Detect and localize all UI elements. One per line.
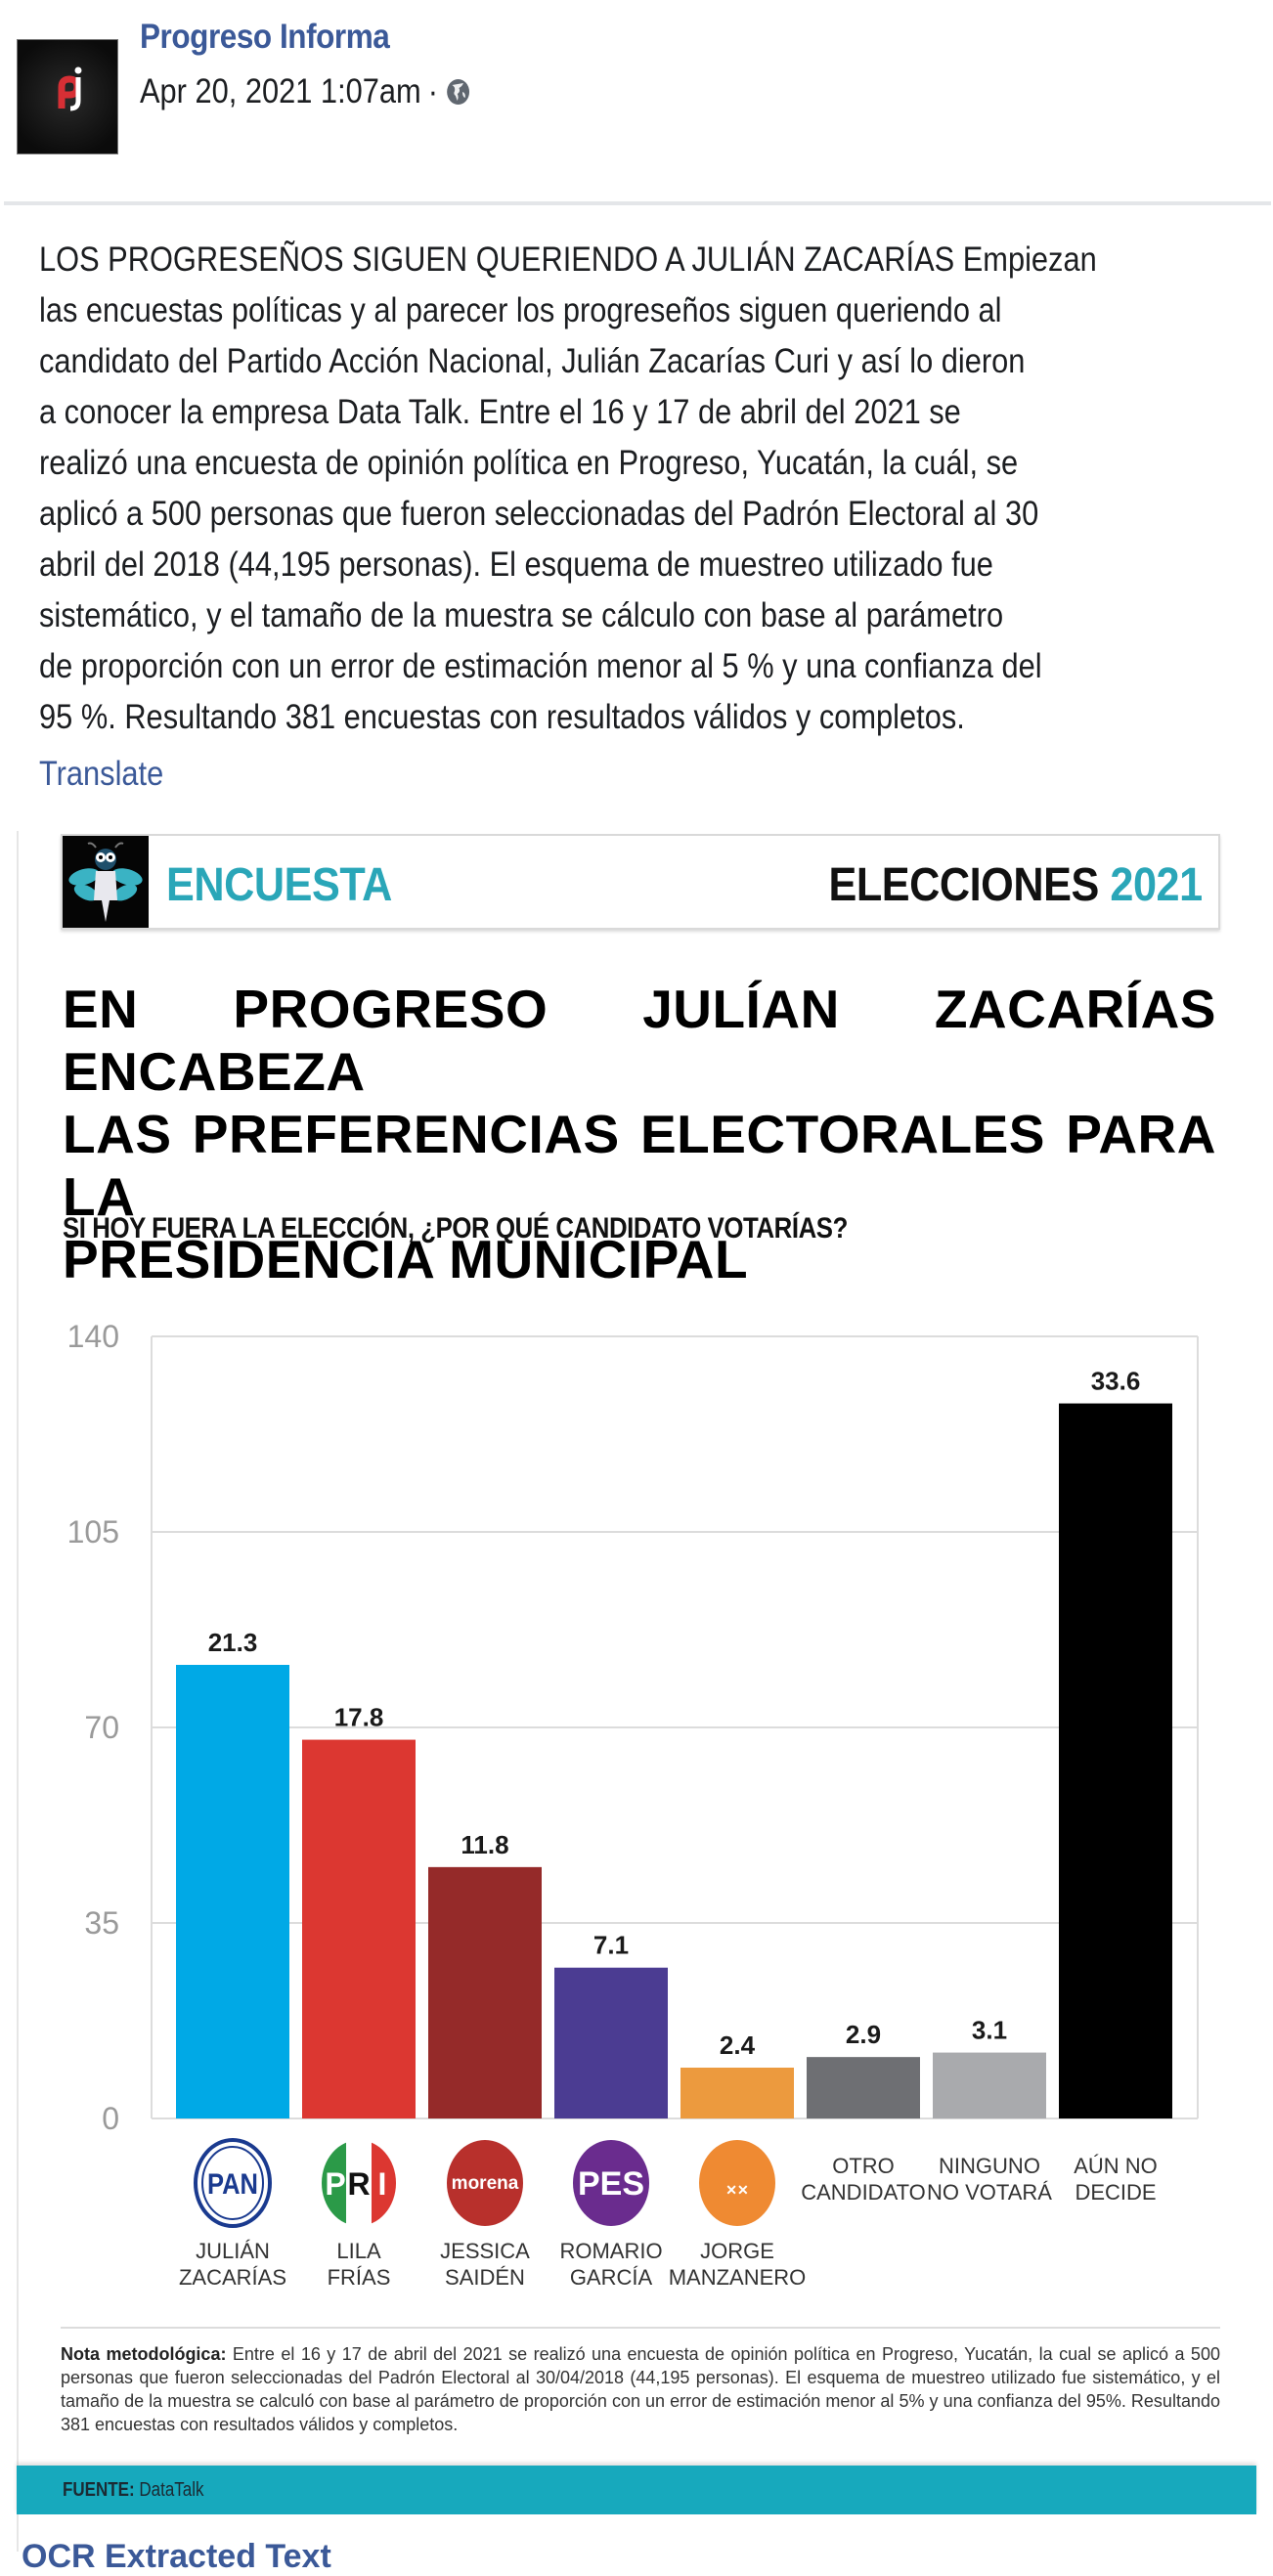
svg-text:PES: PES xyxy=(578,2165,644,2203)
x-category-label: JESSICA xyxy=(440,2239,530,2263)
meta-separator: · xyxy=(427,72,438,110)
x-category-label: AÚN NO xyxy=(1074,2154,1158,2178)
x-category-label: CANDIDATO xyxy=(801,2180,926,2205)
progreso-informa-logo-icon xyxy=(58,66,82,111)
x-category-label: GARCÍA xyxy=(570,2265,653,2290)
header-divider xyxy=(4,201,1271,205)
headline-line: LAS PREFERENCIAS ELECTORALES PARA LA xyxy=(63,1104,1216,1227)
post-text-line: 95 %. Resultando 381 encuestas con resul… xyxy=(39,698,965,736)
morena-logo-icon: morena xyxy=(447,2140,523,2226)
translate-link[interactable]: Translate xyxy=(39,755,164,793)
pes-logo-icon: PES xyxy=(573,2140,649,2226)
bar-7 xyxy=(1059,1403,1172,2118)
x-category-label: LILA xyxy=(336,2239,381,2263)
encuesta-label: ENCUESTA xyxy=(166,859,392,911)
post-timestamp[interactable]: Apr 20, 2021 1:07am xyxy=(140,72,421,110)
infographic-banner xyxy=(61,834,1220,930)
x-category-label: FRÍAS xyxy=(328,2265,391,2290)
headline-line: EN PROGRESO JULÍAN ZACARÍAS ENCABEZA xyxy=(63,979,1216,1102)
infographic-headline: EN PROGRESO JULÍAN ZACARÍAS ENCABEZA LAS… xyxy=(63,978,1216,1290)
survey-question: SI HOY FUERA LA ELECCIÓN, ¿POR QUÉ CANDI… xyxy=(63,1212,848,1244)
x-category-label: SAIDÉN xyxy=(445,2265,525,2290)
y-axis-ticks: 0 35 70 105 140 xyxy=(67,1319,119,2136)
source-footer-bar xyxy=(17,2466,1256,2514)
elecciones-year: 2021 xyxy=(1110,859,1204,911)
y-tick-label: 70 xyxy=(84,1710,119,1745)
post-text-line: LOS PROGRESEÑOS SIGUEN QUERIENDO A JULIÁ… xyxy=(39,240,1097,279)
elecciones-text: ELECCIONES xyxy=(828,859,1100,911)
y-tick-label: 35 xyxy=(84,1905,119,1941)
post-text-line: de proporción con un error de estimación… xyxy=(39,647,1042,685)
y-tick-label: 140 xyxy=(67,1319,119,1354)
svg-text:R: R xyxy=(347,2166,370,2202)
x-category-label: NINGUNO xyxy=(939,2154,1040,2178)
bar-3 xyxy=(554,1967,668,2118)
methodology-note: Nota metodológica: Entre el 16 y 17 de a… xyxy=(61,2342,1220,2436)
post-text-line: abril del 2018 (44,195 personas). El esq… xyxy=(39,546,993,584)
page-name-link[interactable]: Progreso Informa xyxy=(140,18,390,56)
dragonfly-icon xyxy=(63,836,149,928)
post-text-line: sistemático, y el tamaño de la muestra s… xyxy=(39,596,1004,634)
post-text-line: realizó una encuesta de opinión política… xyxy=(39,444,1019,482)
chart-bars xyxy=(176,1403,1172,2118)
data-label: 17.8 xyxy=(334,1703,384,1732)
post-body-text: LOS PROGRESEÑOS SIGUEN QUERIENDO A JULIÁ… xyxy=(39,235,1244,743)
bar-5 xyxy=(807,2057,920,2118)
page-avatar[interactable] xyxy=(17,39,118,154)
fuente-value: DataTalk xyxy=(139,2479,204,2501)
x-category-label: DECIDE xyxy=(1075,2180,1156,2205)
post-meta: Apr 20, 2021 1:07am · xyxy=(140,72,470,111)
data-label: 2.9 xyxy=(846,2020,881,2049)
post-text-line: aplicó a 500 personas que fueron selecci… xyxy=(39,495,1039,533)
mc-logo-icon: ✕✕ xyxy=(699,2140,775,2226)
x-category-label: ROMARIO xyxy=(559,2239,662,2263)
data-label: 21.3 xyxy=(208,1628,258,1657)
data-label: 33.6 xyxy=(1091,1367,1141,1396)
x-category-label: OTRO xyxy=(832,2154,895,2178)
bar-1 xyxy=(302,1739,416,2118)
fuente-label: FUENTE: xyxy=(63,2479,135,2501)
source-footer: FUENTE: DataTalk xyxy=(63,2479,204,2502)
post-text-line: a conocer la empresa Data Talk. Entre el… xyxy=(39,393,961,431)
svg-text:P: P xyxy=(325,2166,345,2202)
svg-text:morena: morena xyxy=(452,2173,519,2194)
x-category-label: JORGE xyxy=(700,2239,774,2263)
bar-2 xyxy=(428,1866,542,2118)
data-label: 3.1 xyxy=(972,2016,1007,2045)
chart-value-labels: 21.3 17.8 11.8 7.1 2.4 2.9 3.1 33.6 xyxy=(208,1367,1141,2060)
bar-6 xyxy=(933,2052,1046,2118)
pan-logo-icon: PAN xyxy=(194,2138,272,2228)
data-label: 11.8 xyxy=(461,1830,508,1859)
globe-icon xyxy=(446,79,469,105)
x-category-label: ZACARÍAS xyxy=(179,2265,286,2290)
nota-divider xyxy=(61,2327,1220,2329)
post-text-line: las encuestas políticas y al parecer los… xyxy=(39,291,1002,329)
bar-4 xyxy=(680,2068,794,2118)
nota-text: Entre el 16 y 17 de abril del 2021 se re… xyxy=(61,2344,1220,2434)
post-text-line: candidato del Partido Acción Nacional, J… xyxy=(39,342,1026,380)
y-tick-label: 105 xyxy=(67,1514,119,1550)
bar-chart: 0 35 70 105 140 21.3 17.8 11.8 7.1 2.4 2.9 3.1 33.6… xyxy=(67,1319,1199,2290)
svg-text:PAN: PAN xyxy=(207,2168,258,2201)
x-category-label: NO VOTARÁ xyxy=(927,2180,1052,2205)
x-category-label: MANZANERO xyxy=(669,2265,807,2290)
data-label: 2.4 xyxy=(720,2030,756,2060)
data-label: 7.1 xyxy=(593,1931,629,1960)
headline-line: PRESIDENCIA MUNICIPAL xyxy=(63,1229,749,1289)
x-category-label: JULIÁN xyxy=(196,2239,270,2263)
y-tick-label: 0 xyxy=(102,2101,119,2136)
svg-text:✕✕: ✕✕ xyxy=(725,2182,748,2198)
bar-0 xyxy=(176,1665,289,2118)
svg-text:I: I xyxy=(378,2166,387,2202)
ocr-extracted-text-link[interactable]: OCR Extracted Text xyxy=(22,2538,331,2575)
elecciones-label: ELECCIONES 2021 xyxy=(828,858,1204,912)
nota-label: Nota metodológica: xyxy=(61,2344,227,2364)
